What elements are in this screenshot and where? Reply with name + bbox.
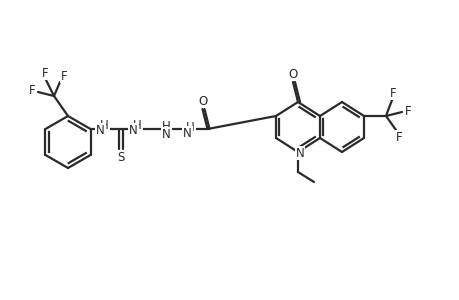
Text: F: F xyxy=(28,83,35,97)
Text: O: O xyxy=(197,94,207,107)
Text: H: H xyxy=(162,119,171,133)
Text: N: N xyxy=(295,146,304,160)
Text: H: H xyxy=(133,118,141,131)
Text: H: H xyxy=(186,121,195,134)
Text: F: F xyxy=(61,70,67,83)
Text: H: H xyxy=(100,118,109,131)
Text: N: N xyxy=(96,124,105,136)
Text: O: O xyxy=(288,68,297,80)
Text: N: N xyxy=(162,128,171,140)
Text: F: F xyxy=(389,86,396,100)
Text: S: S xyxy=(117,151,124,164)
Text: N: N xyxy=(183,127,191,140)
Text: F: F xyxy=(404,104,410,118)
Text: F: F xyxy=(395,130,402,143)
Text: F: F xyxy=(42,67,48,80)
Text: N: N xyxy=(129,124,138,136)
